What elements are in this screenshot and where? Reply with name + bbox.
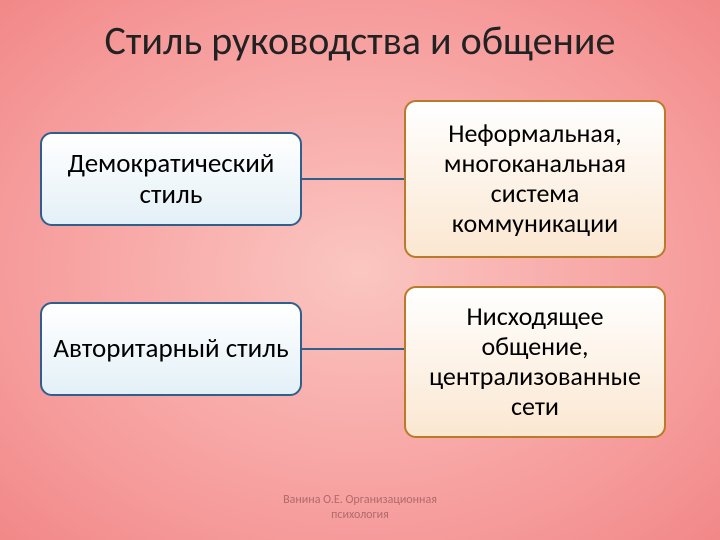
footer-attribution: Ванина О.Е. Организационная психология xyxy=(0,493,720,522)
box-authoritarian-style: Авторитарный стиль xyxy=(40,302,302,396)
box-informal-communication: Неформальная, многоканальная система ком… xyxy=(404,100,666,258)
connector-row-1 xyxy=(302,178,404,180)
box-downward-communication-label: Нисходящее общение, централизованные сет… xyxy=(416,302,654,422)
box-democratic-style: Демократический стиль xyxy=(40,132,302,226)
slide-title: Стиль руководства и общение xyxy=(0,16,720,65)
box-democratic-style-label: Демократический стиль xyxy=(52,148,290,210)
box-authoritarian-style-label: Авторитарный стиль xyxy=(53,333,288,364)
box-informal-communication-label: Неформальная, многоканальная система ком… xyxy=(416,119,654,239)
connector-row-2 xyxy=(302,348,404,350)
box-downward-communication: Нисходящее общение, централизованные сет… xyxy=(404,286,666,438)
